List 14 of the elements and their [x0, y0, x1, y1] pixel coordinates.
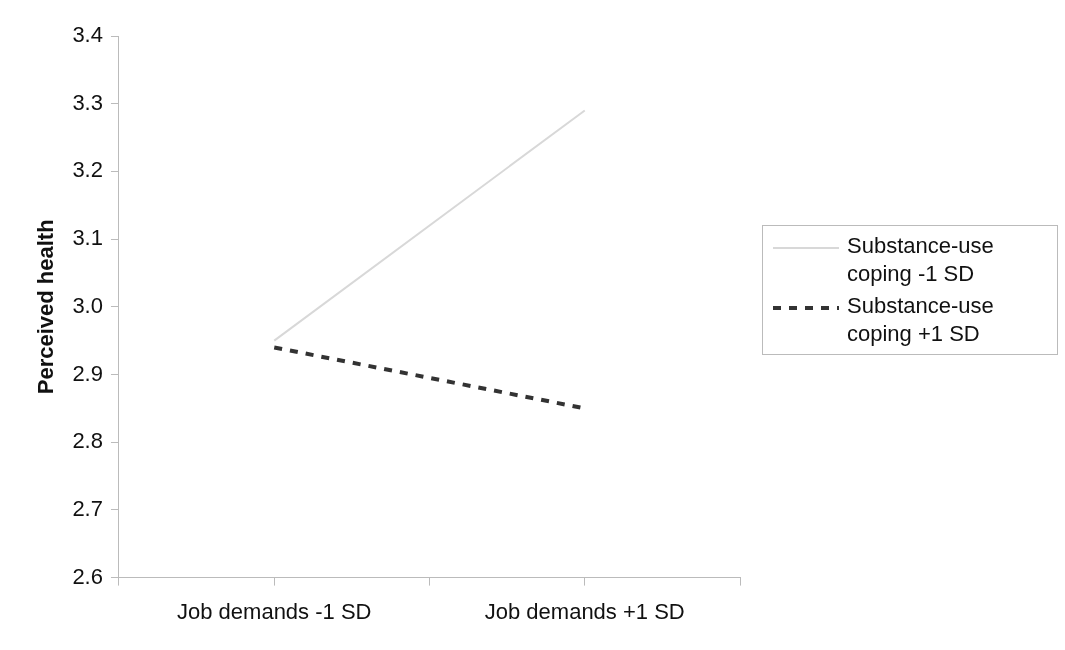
y-tick-label: 3.0: [72, 292, 103, 318]
y-tick-label: 3.1: [72, 225, 103, 251]
y-tick-label: 2.7: [72, 495, 103, 521]
y-tick-label: 3.4: [72, 22, 103, 48]
y-tick-label: 2.8: [72, 428, 103, 454]
legend-label: Substance-use coping +1 SD: [847, 292, 995, 348]
y-tick-label: 2.6: [72, 563, 103, 589]
y-axis-title: Perceived health: [33, 219, 59, 395]
x-tick-label: Job demands +1 SD: [484, 598, 685, 624]
y-tick-label: 3.3: [72, 89, 103, 115]
y-tick-label: 2.9: [72, 360, 103, 386]
x-tick-label: Job demands -1 SD: [177, 598, 372, 624]
legend-label: Substance-use coping -1 SD: [847, 232, 995, 288]
y-tick-label: 3.2: [72, 157, 103, 183]
